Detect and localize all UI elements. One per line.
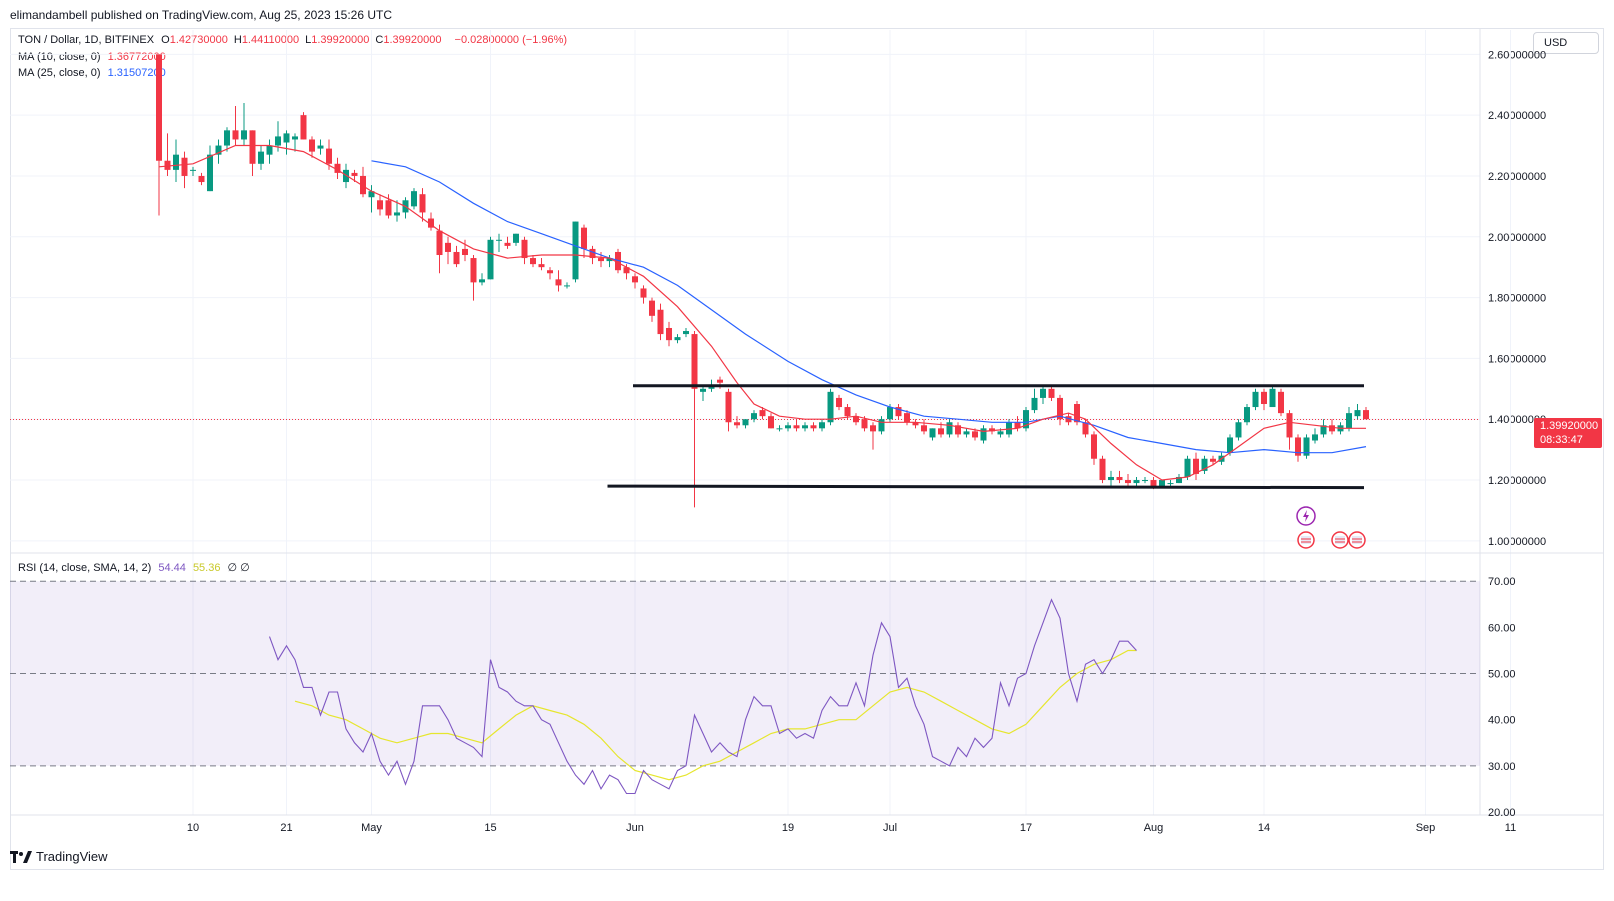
- ohlc-l: L1.39920000: [305, 34, 369, 46]
- symbol-legend[interactable]: TON / Dollar, 1D, BITFINEX O1.42730000 H1…: [18, 34, 571, 46]
- rsi-extra: ∅ ∅: [227, 562, 250, 574]
- price-change: −0.02800000 (−1.96%): [454, 34, 568, 46]
- ma25-value: 1.31507200: [107, 67, 166, 79]
- ohlc-key: O: [161, 34, 170, 46]
- chart-frame: [10, 28, 1604, 870]
- symbol-title: TON / Dollar, 1D, BITFINEX: [18, 34, 155, 46]
- rsi-value: 54.44: [158, 562, 186, 574]
- tradingview-logo[interactable]: TradingView: [10, 849, 108, 864]
- ma10-legend[interactable]: MA (10, close, 0) 1.36772000: [18, 51, 170, 63]
- ohlc-value: 1.39920000: [311, 34, 370, 46]
- ma10-label: MA (10, close, 0): [18, 51, 101, 63]
- ma10-value: 1.36772000: [107, 51, 166, 63]
- ohlc-key: C: [375, 34, 384, 46]
- rsi-label: RSI (14, close, SMA, 14, 2): [18, 562, 152, 574]
- ohlc-h: H1.44110000: [234, 34, 299, 46]
- ohlc-o: O1.42730000: [161, 34, 228, 46]
- brand-name: TradingView: [36, 849, 108, 864]
- last-price-tag: 1.39920000 08:33:47: [1534, 418, 1602, 448]
- ma25-legend[interactable]: MA (25, close, 0) 1.31507200: [18, 67, 170, 79]
- last-price-value: 1.39920000: [1540, 420, 1599, 432]
- ohlc-value: 1.44110000: [241, 34, 300, 46]
- published-caption: elimandambell published on TradingView.c…: [10, 8, 393, 22]
- currency-button[interactable]: USD: [1533, 32, 1599, 54]
- ohlc-values: O1.42730000 H1.44110000 L1.39920000 C1.3992…: [161, 34, 447, 46]
- tradingview-logo-icon: [10, 850, 32, 863]
- ohlc-key: H: [233, 34, 242, 46]
- ma25-label: MA (25, close, 0): [18, 67, 101, 79]
- ohlc-c: C1.39920000: [375, 34, 441, 46]
- rsi-sma-value: 55.36: [192, 562, 221, 574]
- bar-countdown: 08:33:47: [1540, 434, 1583, 446]
- rsi-legend[interactable]: RSI (14, close, SMA, 14, 2) 54.44 55.36 …: [18, 561, 254, 574]
- ohlc-value: 1.42730000: [169, 34, 228, 46]
- ohlc-key: L: [305, 34, 312, 46]
- ohlc-value: 1.39920000: [383, 34, 442, 46]
